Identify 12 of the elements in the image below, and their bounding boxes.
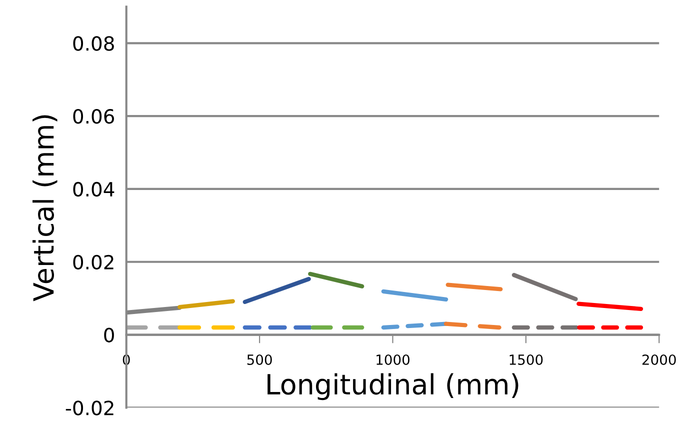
- y-tick-label: 0: [104, 328, 114, 342]
- y-tick-label: 0.06: [73, 109, 114, 124]
- y-tick-label: 0.08: [73, 36, 114, 51]
- x-tick-label: 2000: [642, 354, 676, 365]
- y-tick-label: 0.04: [73, 182, 114, 197]
- x-tick-label: 1500: [510, 354, 543, 365]
- y-tick-label: 0.02: [73, 254, 114, 270]
- y-tick-label: -0.02: [66, 400, 114, 416]
- x-tick-label: 500: [247, 354, 272, 365]
- x-axis-title: Longitudinal (mm): [268, 373, 518, 400]
- x-tick-label: 1000: [376, 354, 410, 365]
- y-axis-title: Vertical (mm): [32, 115, 58, 302]
